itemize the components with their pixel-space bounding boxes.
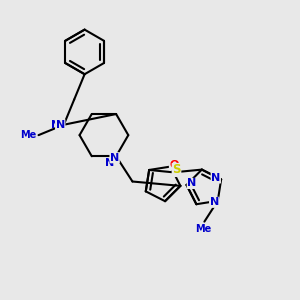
Text: Me: Me: [195, 224, 211, 234]
Text: N: N: [211, 173, 220, 183]
Text: N: N: [187, 178, 196, 188]
Text: Me: Me: [195, 224, 211, 234]
Text: O: O: [169, 160, 179, 170]
Text: Me: Me: [20, 130, 36, 140]
Text: N: N: [210, 197, 219, 207]
Text: N: N: [211, 173, 220, 183]
Text: N: N: [210, 197, 219, 207]
Text: N: N: [56, 120, 65, 130]
Text: S: S: [172, 164, 181, 176]
Text: N: N: [51, 120, 60, 130]
Text: N: N: [187, 178, 196, 188]
Text: S: S: [172, 164, 181, 176]
Text: Me: Me: [20, 130, 36, 140]
Text: O: O: [169, 160, 179, 170]
Text: N: N: [105, 158, 115, 168]
Text: N: N: [110, 153, 119, 163]
